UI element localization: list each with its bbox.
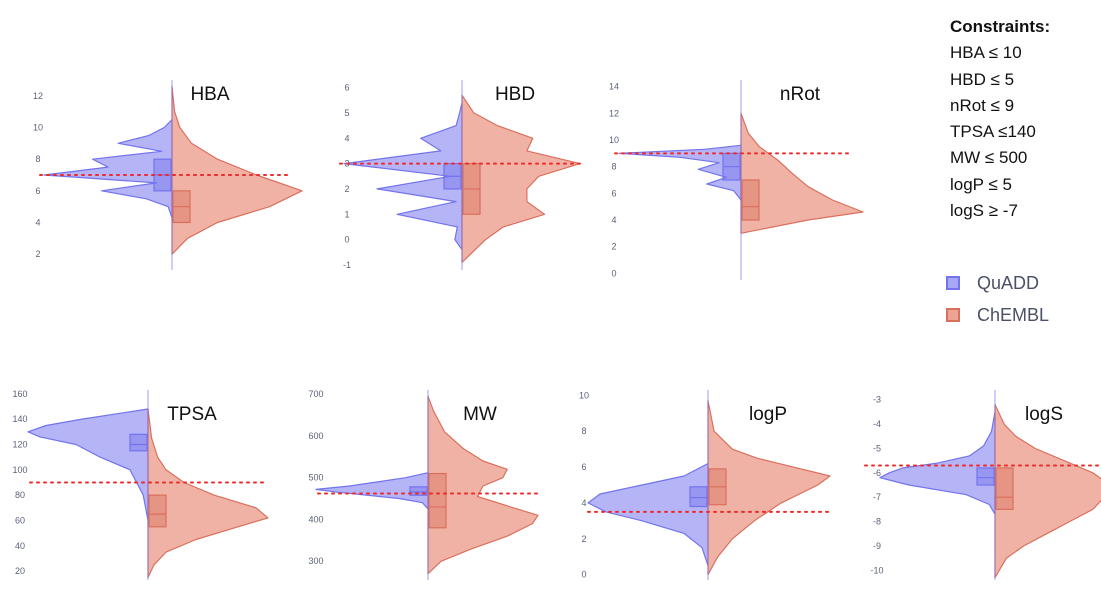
y-tick-label: -9 <box>873 541 881 551</box>
y-tick-label: -4 <box>873 419 881 429</box>
legend-swatch-chembl <box>946 308 960 322</box>
y-tick-label: 4 <box>35 218 40 228</box>
y-tick-label: 40 <box>15 541 25 551</box>
box-chembl <box>741 179 760 221</box>
panel-title: TPSA <box>167 404 217 425</box>
panel-nrot: 0 2 4 6 8 10 12 14 nRot <box>609 80 864 280</box>
y-tick-label: 160 <box>12 389 27 399</box>
y-tick-label: 4 <box>611 215 616 225</box>
violin-chembl <box>994 404 1101 579</box>
legend-swatch-quadd <box>946 276 960 290</box>
y-tick-label: 8 <box>611 162 616 172</box>
y-tick-label: 700 <box>308 389 323 399</box>
y-tick-label: 2 <box>35 249 40 259</box>
y-tick-label: 8 <box>581 426 586 436</box>
y-tick-label: 400 <box>308 514 323 524</box>
y-tick-label: 80 <box>15 490 25 500</box>
panel-title: logP <box>749 404 787 425</box>
y-tick-label: -5 <box>873 443 881 453</box>
constraints-title: Constraints: <box>950 17 1051 36</box>
violin-chembl <box>171 85 303 255</box>
y-tick-label: 4 <box>344 133 349 143</box>
y-tick-label: -7 <box>873 492 881 502</box>
y-tick-label: 10 <box>579 390 589 400</box>
y-tick-label: 60 <box>15 515 25 525</box>
constraint-nrot: nRot ≤ 9 <box>950 95 1015 115</box>
violin-quadd <box>27 408 149 522</box>
panel-mw: 300 400 500 600 700 MW <box>308 389 541 580</box>
violin-chembl <box>427 395 539 575</box>
y-tick-label: 1 <box>344 209 349 219</box>
panel-title: logS <box>1025 404 1063 425</box>
y-tick-label: -3 <box>873 395 881 405</box>
constraint-hbd: HBD ≤ 5 <box>950 69 1015 89</box>
y-tick-label: 2 <box>581 534 586 544</box>
panel-hba: 2 4 6 8 10 12 HBA <box>33 80 303 270</box>
y-tick-label: 0 <box>611 268 616 278</box>
y-tick-label: 6 <box>611 188 616 198</box>
constraint-tpsa: TPSA ≤140 <box>950 122 1036 142</box>
box-quadd <box>689 486 708 508</box>
y-tick-label: 140 <box>12 414 27 424</box>
legend-label-chembl: ChEMBL <box>977 304 1050 325</box>
violin-chembl <box>147 408 269 579</box>
y-tick-label: 2 <box>344 184 349 194</box>
panel-title: HBA <box>190 84 229 105</box>
y-tick-label: 14 <box>609 82 619 92</box>
y-tick-label: 5 <box>344 108 349 118</box>
y-tick-label: 0 <box>344 235 349 245</box>
constraint-logs: logS ≥ -7 <box>950 201 1018 221</box>
panel-tpsa: 20 40 60 80 100 120 140 160 TPSA <box>12 389 269 580</box>
violin-quadd <box>43 118 173 219</box>
y-tick-label: 100 <box>12 465 27 475</box>
y-tick-label: 8 <box>35 154 40 164</box>
panel-title: MW <box>463 404 497 425</box>
legend-item-quadd[interactable]: QuADD <box>946 267 1049 299</box>
y-tick-label: -1 <box>343 260 351 270</box>
violin-chembl <box>461 94 581 263</box>
constraint-hba: HBA ≤ 10 <box>950 43 1022 63</box>
y-tick-label: 12 <box>33 91 43 101</box>
legend-item-chembl[interactable]: ChEMBL <box>946 299 1049 331</box>
y-tick-label: 6 <box>35 186 40 196</box>
y-tick-label: 6 <box>581 462 586 472</box>
y-tick-label: 20 <box>15 566 25 576</box>
panel-logs: -10 -9 -8 -7 -6 -5 -4 -3 logS <box>864 390 1101 580</box>
y-tick-label: 12 <box>609 108 619 118</box>
y-tick-label: 600 <box>308 431 323 441</box>
box-quadd <box>129 433 148 452</box>
violin-chembl <box>707 400 831 576</box>
legend-label-quadd: QuADD <box>977 272 1040 293</box>
y-tick-label: -8 <box>873 517 881 527</box>
panel-title: HBD <box>495 84 535 105</box>
y-tick-label: 0 <box>581 570 586 580</box>
panel-title: nRot <box>780 84 821 105</box>
y-tick-label: 10 <box>609 135 619 145</box>
y-tick-label: -6 <box>873 468 881 478</box>
y-tick-label: 300 <box>308 556 323 566</box>
legend: QuADD ChEMBL <box>946 267 1049 331</box>
constraint-logp: logP ≤ 5 <box>950 174 1012 194</box>
violin-quadd <box>587 462 709 567</box>
y-tick-label: 6 <box>344 83 349 93</box>
y-tick-label: 120 <box>12 439 27 449</box>
box-chembl <box>428 472 447 529</box>
panel-logp: 0 2 4 6 8 10 logP <box>579 390 831 580</box>
violin-quadd <box>879 411 996 515</box>
y-tick-label: -10 <box>870 565 883 575</box>
panel-hbd: -10123456HBD <box>339 80 583 270</box>
box-chembl <box>148 494 167 528</box>
y-tick-label: 500 <box>308 473 323 483</box>
y-tick-label: 2 <box>611 242 616 252</box>
y-tick-label: 4 <box>581 498 586 508</box>
box-chembl <box>995 467 1014 510</box>
constraints-panel: Constraints: HBA ≤ 10 HBD ≤ 5 nRot ≤ 9 T… <box>950 14 1050 224</box>
y-tick-label: 10 <box>33 123 43 133</box>
box-quadd <box>976 467 995 486</box>
constraint-mw: MW ≤ 500 <box>950 148 1028 168</box>
box-quadd <box>409 486 428 496</box>
